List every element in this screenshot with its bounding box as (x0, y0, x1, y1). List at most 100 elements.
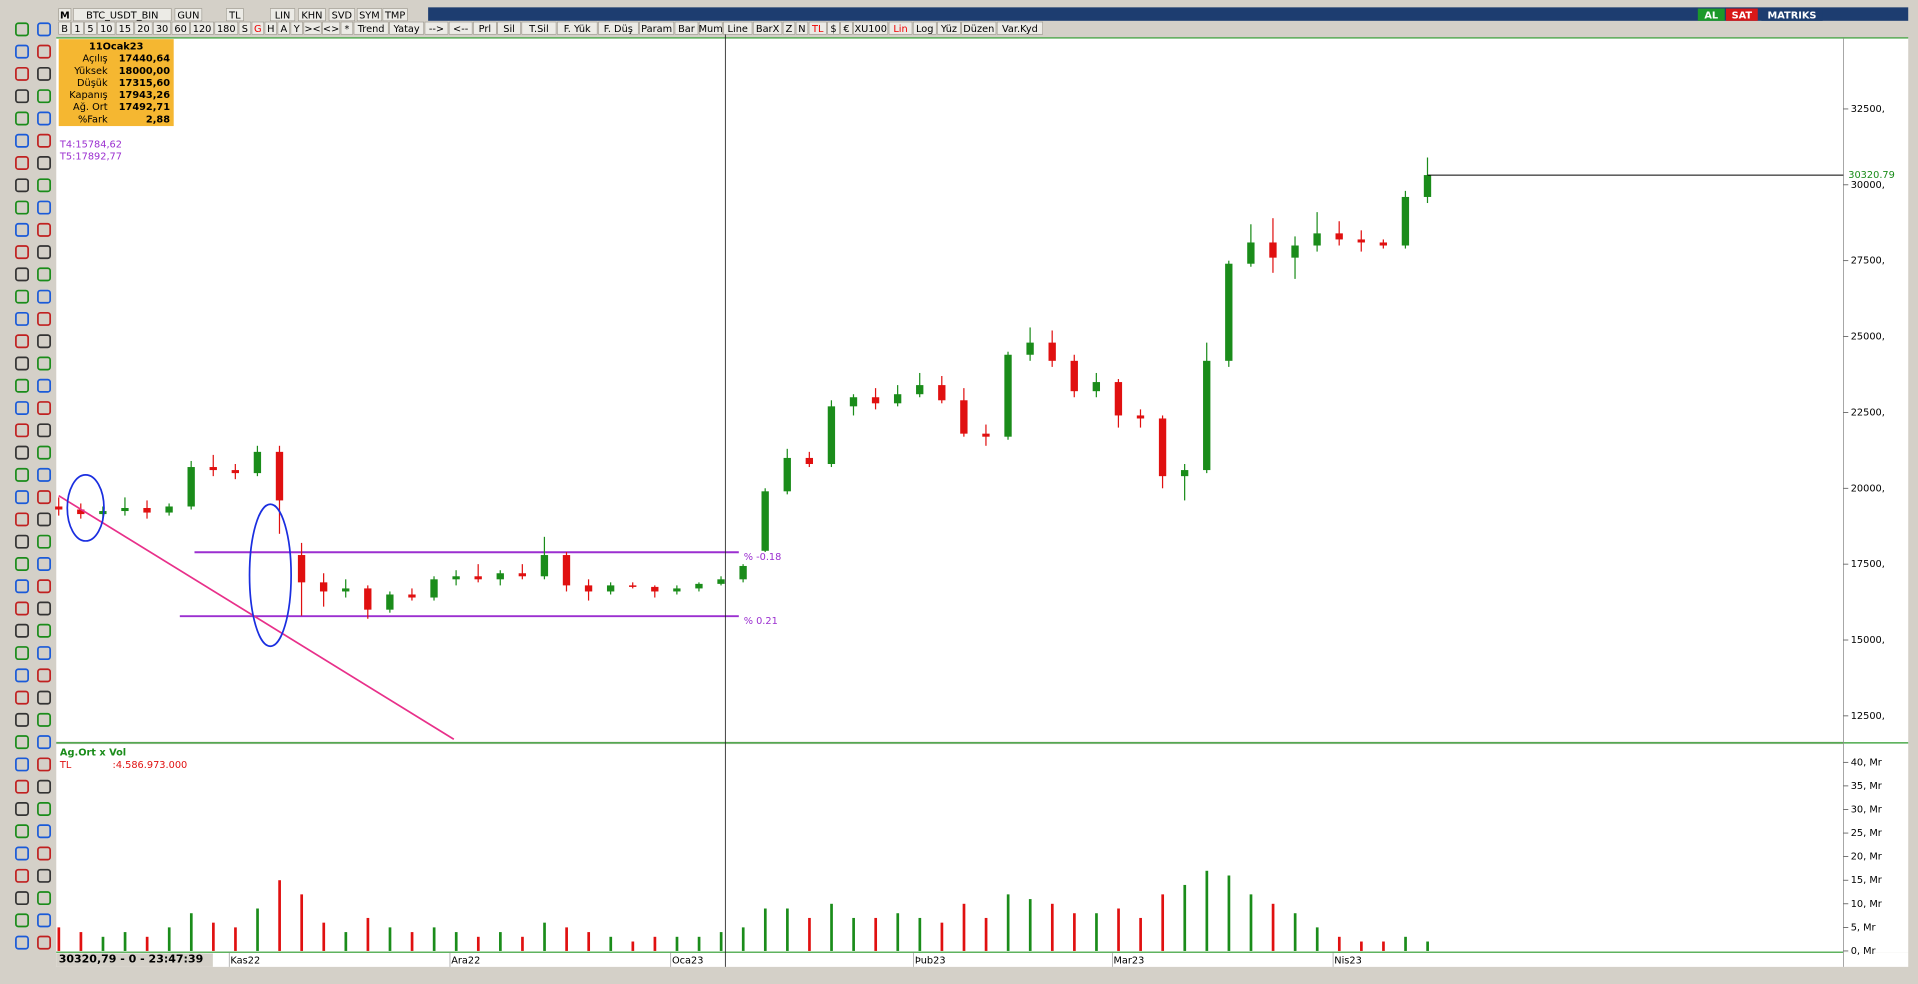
tool-icon[interactable] (15, 245, 29, 260)
tool-icon[interactable] (15, 490, 29, 505)
tool-icon[interactable] (15, 935, 29, 950)
toolbar-button[interactable] (853, 21, 889, 35)
tool-icon[interactable] (15, 913, 29, 928)
toolbar-button[interactable] (225, 8, 244, 22)
tool-icon[interactable] (37, 712, 52, 727)
tool-icon[interactable] (15, 133, 29, 148)
tool-icon[interactable] (37, 267, 52, 282)
tool-icon[interactable] (37, 512, 52, 527)
tool-icon[interactable] (37, 623, 52, 638)
toolbar-button[interactable] (808, 21, 827, 35)
toolbar-button[interactable] (58, 8, 72, 22)
toolbar-button-label[interactable]: GUN (177, 10, 199, 21)
tool-icon[interactable] (15, 267, 29, 282)
toolbar-button[interactable] (328, 8, 356, 22)
toolbar-button[interactable] (58, 21, 71, 35)
tool-icon[interactable] (37, 556, 52, 571)
toolbar-button[interactable] (73, 8, 172, 22)
toolbar-button-label[interactable]: 15 (119, 24, 131, 35)
toolbar-button[interactable] (912, 21, 937, 35)
toolbar-button-label[interactable]: A (280, 24, 287, 35)
tool-icon[interactable] (37, 22, 52, 37)
toolbar-button-label[interactable]: 1 (74, 24, 80, 35)
tool-icon[interactable] (37, 802, 52, 816)
tool-icon[interactable] (15, 44, 29, 59)
toolbar-button[interactable] (214, 21, 239, 35)
toolbar-button[interactable] (674, 21, 699, 35)
tool-icon[interactable] (15, 111, 29, 126)
toolbar-button-label[interactable]: >< (304, 24, 320, 35)
tool-icon[interactable] (37, 846, 52, 861)
toolbar-button[interactable] (115, 21, 134, 35)
toolbar-button-label[interactable]: BarX (756, 24, 780, 35)
toolbar-button[interactable] (298, 8, 326, 22)
toolbar-button[interactable] (1697, 8, 1725, 21)
toolbar-button-label[interactable]: 120 (193, 24, 212, 35)
toolbar-button[interactable] (174, 8, 203, 22)
tool-icon[interactable] (15, 646, 29, 661)
tool-icon[interactable] (37, 646, 52, 661)
toolbar-button-label[interactable]: Trend (357, 24, 385, 35)
toolbar-button-label[interactable]: $ (830, 24, 836, 35)
toolbar-button[interactable] (827, 21, 840, 35)
toolbar-button-label[interactable]: M (60, 10, 70, 21)
toolbar-button[interactable] (888, 21, 913, 35)
tool-icon[interactable] (37, 200, 52, 215)
tool-icon[interactable] (15, 891, 29, 906)
tool-icon[interactable] (37, 668, 52, 683)
toolbar-button[interactable] (937, 21, 961, 35)
toolbar-button[interactable] (961, 21, 997, 35)
tool-icon[interactable] (37, 222, 52, 237)
toolbar-button[interactable] (840, 21, 853, 35)
tool-icon[interactable] (15, 556, 29, 571)
tool-icon[interactable] (37, 824, 52, 839)
toolbar-button[interactable] (521, 21, 557, 35)
toolbar-button-label[interactable]: 5 (87, 24, 93, 35)
tool-icon[interactable] (37, 601, 52, 616)
tool-icon[interactable] (37, 66, 52, 81)
tool-icon[interactable] (37, 423, 52, 438)
toolbar-button[interactable] (752, 21, 783, 35)
toolbar-button[interactable] (639, 21, 675, 35)
tool-icon[interactable] (37, 156, 52, 170)
toolbar-button-label[interactable]: Yatay (392, 24, 419, 35)
toolbar-button-label[interactable]: SVD (332, 10, 352, 21)
toolbar-button[interactable] (598, 21, 639, 35)
tool-icon[interactable] (15, 802, 29, 816)
tool-icon[interactable] (15, 824, 29, 839)
toolbar-button-label[interactable]: Z (786, 24, 793, 35)
toolbar-button-label[interactable]: Log (916, 24, 933, 35)
toolbar-button-label[interactable]: <-- (453, 24, 469, 35)
tool-icon[interactable] (15, 401, 29, 416)
toolbar-button[interactable] (153, 21, 172, 35)
tool-icon[interactable] (37, 111, 52, 126)
toolbar-button[interactable] (290, 21, 303, 35)
toolbar-button[interactable] (795, 21, 809, 35)
toolbar-button[interactable] (171, 21, 190, 35)
toolbar-button[interactable] (1761, 8, 1823, 21)
toolbar-button[interactable] (424, 21, 449, 35)
toolbar-button-label[interactable]: Line (728, 24, 748, 35)
toolbar-button[interactable] (698, 21, 723, 35)
tool-icon[interactable] (37, 690, 52, 705)
tool-icon[interactable] (37, 579, 52, 594)
toolbar-button[interactable] (782, 21, 796, 35)
tool-icon[interactable] (15, 356, 29, 371)
tool-icon[interactable] (37, 467, 52, 482)
tool-icon[interactable] (37, 334, 52, 349)
tool-icon[interactable] (37, 779, 52, 794)
toolbar-button-label[interactable]: € (843, 24, 849, 35)
tool-icon[interactable] (37, 490, 52, 505)
tool-icon[interactable] (15, 623, 29, 638)
tool-icon[interactable] (15, 89, 29, 104)
tool-icon[interactable] (37, 868, 52, 883)
tool-icon[interactable] (37, 89, 52, 104)
tool-icon[interactable] (37, 891, 52, 906)
tool-icon[interactable] (15, 846, 29, 861)
tool-icon[interactable] (37, 757, 52, 772)
toolbar-button-label[interactable]: TMP (384, 10, 405, 21)
tool-icon[interactable] (37, 356, 52, 371)
tool-icon[interactable] (37, 289, 52, 304)
tool-icon[interactable] (15, 579, 29, 594)
tool-icon[interactable] (15, 445, 29, 460)
